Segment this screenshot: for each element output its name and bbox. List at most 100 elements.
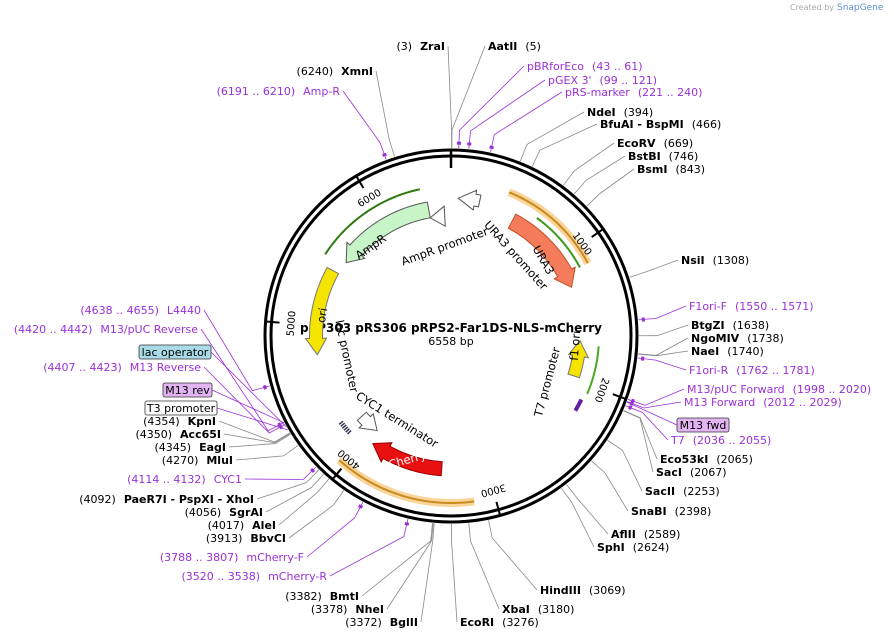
feature-label: f1 ori xyxy=(567,330,584,361)
primer-label-connector xyxy=(306,501,364,558)
primer-label-name: pBRforEco xyxy=(527,60,584,73)
enzyme-label-name: BsmI xyxy=(637,163,668,176)
feature-line xyxy=(586,346,600,395)
enzyme-label: AflII (2589) xyxy=(611,528,680,541)
primer-label: M13/pUC Forward (1998 .. 2020) xyxy=(687,383,871,396)
primer-label: T7 (2036 .. 2055) xyxy=(670,434,771,447)
enzyme-label-connector xyxy=(223,433,291,444)
enzyme-label-name: BtgZI xyxy=(691,319,725,332)
primer-label: pGEX 3' (99 .. 121) xyxy=(548,74,657,87)
enzyme-label: SacI (2067) xyxy=(656,466,727,479)
feature-box-label: M13 rev xyxy=(165,384,210,397)
primer-site xyxy=(629,401,634,406)
plasmid-length: 6558 bp xyxy=(428,335,473,348)
enzyme-label: (3378) NheI xyxy=(311,603,384,616)
enzyme-label-name: SphI xyxy=(597,541,625,554)
enzyme-label-connector xyxy=(566,484,609,535)
enzyme-label-detail: (466) xyxy=(692,118,722,131)
feature-box-connector xyxy=(211,389,285,424)
feature-line xyxy=(573,398,584,412)
primer-site xyxy=(277,422,282,428)
enzyme-label-connector xyxy=(361,523,433,597)
enzyme-label: SacII (2253) xyxy=(645,485,720,498)
primer-label: pRS-marker (221 .. 240) xyxy=(565,86,702,99)
enzyme-label: (3382) BmtI xyxy=(285,590,359,603)
primer-label-connector xyxy=(203,309,270,392)
primer-label: F1ori-F (1550 .. 1571) xyxy=(689,300,814,313)
feature-label: ori xyxy=(314,307,330,324)
feature-box-connector xyxy=(626,401,678,426)
enzyme-label-connector xyxy=(256,469,320,500)
enzyme-label: EcoRI (3276) xyxy=(460,616,539,629)
feature-arrow xyxy=(372,442,443,477)
primer-label-connector xyxy=(458,65,525,149)
feature-box-label: M13 fwd xyxy=(680,419,727,432)
enzyme-label-detail: (1740) xyxy=(727,345,764,358)
primer-label-name: pRS-marker xyxy=(565,86,630,99)
primer-label: (3788 .. 3807) mCherry-F xyxy=(160,551,304,564)
primer-label-connector xyxy=(342,90,387,160)
enzyme-label-name: NdeI xyxy=(587,106,616,119)
feature-arrow xyxy=(507,213,576,289)
enzyme-label: AatII (5) xyxy=(488,40,541,53)
enzyme-label: BfuAI - BspMI (466) xyxy=(600,118,721,131)
enzyme-label: EcoRV (669) xyxy=(617,137,693,150)
enzyme-label-detail: (4270) xyxy=(162,454,199,467)
feature-line xyxy=(338,459,475,504)
enzyme-label-connector xyxy=(375,70,395,157)
primer-label-detail: (1550 .. 1571) xyxy=(735,300,814,313)
primer-site xyxy=(262,384,267,390)
primer-label-connector xyxy=(468,79,546,149)
enzyme-label: (4350) Acc65I xyxy=(135,428,221,441)
primer-label: M13 Forward (2012 .. 2029) xyxy=(684,396,842,409)
enzyme-label-connector xyxy=(218,420,291,443)
enzyme-label-detail: (3069) xyxy=(589,584,626,597)
enzyme-label-detail: (4345) xyxy=(155,441,192,454)
enzyme-label-detail: (3276) xyxy=(502,616,539,629)
enzyme-label: (4092) PaeR7I - PspXI - XhoI xyxy=(79,493,254,506)
enzyme-label-connector xyxy=(468,523,500,610)
enzyme-label-connector xyxy=(573,155,626,195)
enzyme-label-detail: (3378) xyxy=(311,603,348,616)
enzyme-label-detail: (1738) xyxy=(747,332,784,345)
primer-label: F1ori-R (1762 .. 1781) xyxy=(689,364,815,377)
enzyme-label: (4056) SgrAI xyxy=(185,506,263,519)
enzyme-label-detail: (2253) xyxy=(683,485,720,498)
primer-label-detail: (3520 .. 3538) xyxy=(182,570,261,583)
feature-label: AmpR promoter xyxy=(399,224,490,269)
primer-label-name: F1ori-R xyxy=(689,364,729,377)
enzyme-label-connector xyxy=(638,350,689,357)
feature-arrow xyxy=(567,339,590,379)
primer-label-name: pGEX 3' xyxy=(548,74,592,87)
primer-site xyxy=(358,504,364,509)
enzyme-label-name: NgoMIV xyxy=(691,332,740,345)
primer-site xyxy=(489,145,494,150)
enzyme-label-connector xyxy=(607,439,643,492)
primer-label-detail: (3788 .. 3807) xyxy=(160,551,239,564)
enzyme-label-detail: (3) xyxy=(396,40,412,53)
enzyme-label: NsiI (1308) xyxy=(681,254,749,267)
enzyme-label-detail: (2065) xyxy=(716,453,753,466)
tick-mark xyxy=(264,320,280,324)
enzyme-label-name: BfuAI - BspMI xyxy=(600,118,684,131)
enzyme-label: NgoMIV (1738) xyxy=(691,332,784,345)
enzyme-label-connector xyxy=(447,45,452,149)
enzyme-label-name: EagI xyxy=(199,441,226,454)
primer-label-detail: (43 .. 61) xyxy=(592,60,643,73)
primer-label-connector xyxy=(638,305,687,321)
enzyme-label: BsmI (843) xyxy=(637,163,705,176)
primer-label-detail: (1762 .. 1781) xyxy=(736,364,815,377)
primer-label-connector xyxy=(329,518,409,577)
primer-label-name: mCherry-R xyxy=(268,570,327,583)
enzyme-label: (4354) KpnI xyxy=(143,415,216,428)
enzyme-label-connector xyxy=(591,460,629,512)
enzyme-label-connector xyxy=(561,487,595,548)
enzyme-label-name: SgrAI xyxy=(229,506,263,519)
enzyme-label-detail: (394) xyxy=(624,106,654,119)
primer-label-detail: (4420 .. 4442) xyxy=(14,323,93,336)
enzyme-label-detail: (4354) xyxy=(143,415,180,428)
primer-label: (6191 .. 6210) Amp-R xyxy=(217,85,341,98)
primer-label: (4407 .. 4423) M13 Reverse xyxy=(43,361,201,374)
primer-label-detail: (221 .. 240) xyxy=(638,86,703,99)
